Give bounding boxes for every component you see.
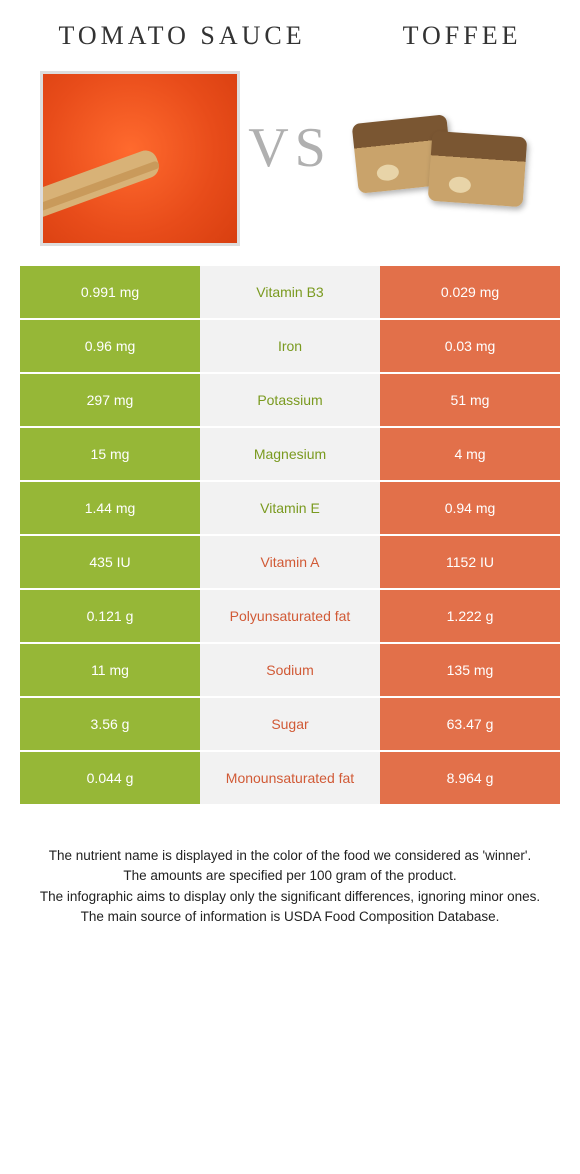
vs-label: VS: [248, 116, 332, 180]
nutrient-label: Vitamin A: [200, 536, 380, 590]
left-food-title: Tomato sauce: [58, 20, 305, 51]
right-value: 8.964 g: [380, 752, 560, 806]
footer-line: The amounts are specified per 100 gram o…: [30, 866, 550, 886]
left-value: 1.44 mg: [20, 482, 200, 536]
table-row: 0.96 mgIron0.03 mg: [20, 320, 560, 374]
right-value: 0.03 mg: [380, 320, 560, 374]
image-row: VS: [0, 61, 580, 266]
table-row: 0.991 mgVitamin B30.029 mg: [20, 266, 560, 320]
nutrient-label: Polyunsaturated fat: [200, 590, 380, 644]
left-value: 435 IU: [20, 536, 200, 590]
table-row: 3.56 gSugar63.47 g: [20, 698, 560, 752]
nutrient-label: Potassium: [200, 374, 380, 428]
toffee-image: [340, 71, 540, 246]
right-value: 63.47 g: [380, 698, 560, 752]
left-value: 3.56 g: [20, 698, 200, 752]
nutrient-label: Iron: [200, 320, 380, 374]
right-value: 135 mg: [380, 644, 560, 698]
right-value: 1152 IU: [380, 536, 560, 590]
left-value: 0.121 g: [20, 590, 200, 644]
table-row: 0.044 gMonounsaturated fat8.964 g: [20, 752, 560, 806]
table-row: 15 mgMagnesium4 mg: [20, 428, 560, 482]
right-value: 0.029 mg: [380, 266, 560, 320]
right-value: 0.94 mg: [380, 482, 560, 536]
right-value: 4 mg: [380, 428, 560, 482]
left-value: 297 mg: [20, 374, 200, 428]
nutrient-label: Vitamin E: [200, 482, 380, 536]
footer-notes: The nutrient name is displayed in the co…: [0, 806, 580, 927]
nutrient-label: Sodium: [200, 644, 380, 698]
footer-line: The nutrient name is displayed in the co…: [30, 846, 550, 866]
table-row: 1.44 mgVitamin E0.94 mg: [20, 482, 560, 536]
nutrient-label: Vitamin B3: [200, 266, 380, 320]
nutrient-label: Magnesium: [200, 428, 380, 482]
left-value: 15 mg: [20, 428, 200, 482]
footer-line: The infographic aims to display only the…: [30, 887, 550, 907]
left-value: 0.044 g: [20, 752, 200, 806]
right-value: 1.222 g: [380, 590, 560, 644]
left-value: 11 mg: [20, 644, 200, 698]
nutrient-table: 0.991 mgVitamin B30.029 mg0.96 mgIron0.0…: [20, 266, 560, 806]
right-food-title: Toffee: [403, 20, 522, 51]
tomato-sauce-image: [40, 71, 240, 246]
right-value: 51 mg: [380, 374, 560, 428]
header: Tomato sauce Toffee: [0, 0, 580, 61]
footer-line: The main source of information is USDA F…: [30, 907, 550, 927]
left-value: 0.96 mg: [20, 320, 200, 374]
left-value: 0.991 mg: [20, 266, 200, 320]
table-row: 11 mgSodium135 mg: [20, 644, 560, 698]
table-row: 297 mgPotassium51 mg: [20, 374, 560, 428]
table-row: 0.121 gPolyunsaturated fat1.222 g: [20, 590, 560, 644]
nutrient-label: Sugar: [200, 698, 380, 752]
nutrient-label: Monounsaturated fat: [200, 752, 380, 806]
table-row: 435 IUVitamin A1152 IU: [20, 536, 560, 590]
